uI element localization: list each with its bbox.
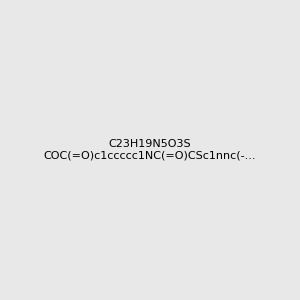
Text: C23H19N5O3S
COC(=O)c1ccccc1NC(=O)CSc1nnc(-...: C23H19N5O3S COC(=O)c1ccccc1NC(=O)CSc1nnc… — [44, 139, 256, 161]
